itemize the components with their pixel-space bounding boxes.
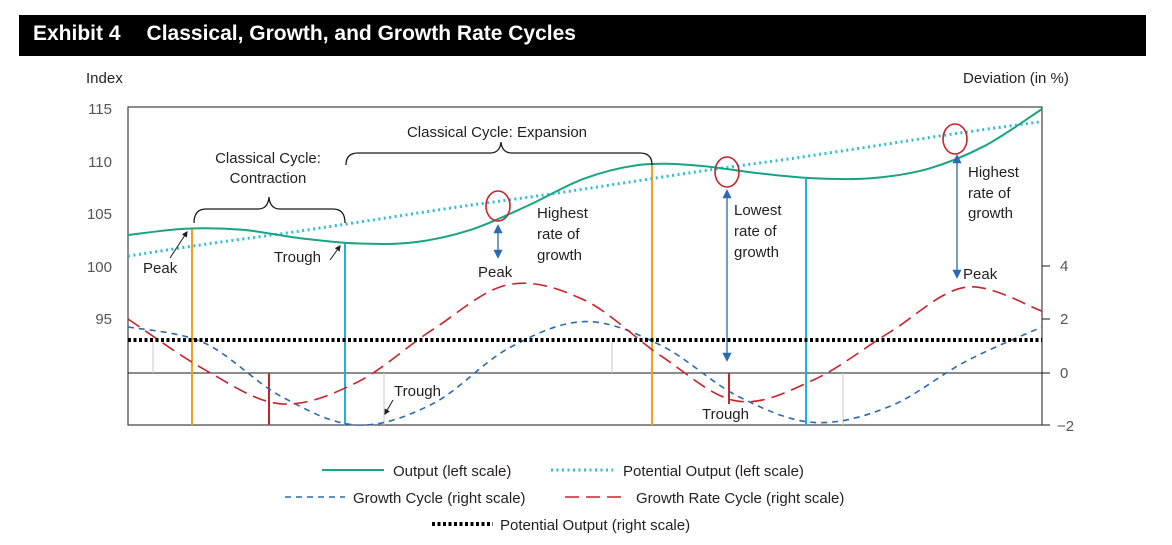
left-tick-label: 105: [87, 206, 112, 223]
peak-label-left: Peak: [143, 260, 178, 277]
exhibit-title: Classical, Growth, and Growth Rate Cycle…: [146, 22, 576, 45]
expansion-brace: [345, 141, 653, 166]
highest-growth-1-line3: growth: [537, 247, 582, 264]
trough-label-left: Trough: [274, 249, 321, 266]
right-axis-ticks: 4 2 0 −2: [1042, 258, 1074, 435]
highest-growth-1-line2: rate of: [537, 226, 580, 243]
legend-label-growth-rate-cycle: Growth Rate Cycle (right scale): [636, 490, 844, 507]
trough-pointer-arrow: [329, 245, 341, 261]
growth-cycle-line: [127, 320, 1043, 426]
left-tick-label: 115: [88, 101, 112, 118]
contraction-brace: [193, 196, 346, 224]
contraction-label-line1: Classical Cycle:: [215, 150, 321, 167]
exhibit-heading: Exhibit 4 Classical, Growth, and Growth R…: [33, 22, 576, 46]
left-tick-label: 110: [88, 154, 112, 171]
peak-label-mid: Peak: [478, 264, 513, 281]
right-tick-label: 2: [1060, 311, 1068, 328]
potential-output-left-line: [127, 120, 1043, 258]
lowest-growth-line2: rate of: [734, 223, 777, 240]
left-tick-label: 100: [87, 259, 112, 276]
highest-growth-1-line1: Highest: [537, 205, 589, 222]
right-axis-title: Deviation (in %): [963, 70, 1069, 87]
legend-label-growth-cycle: Growth Cycle (right scale): [353, 490, 526, 507]
legend-label-output: Output (left scale): [393, 463, 511, 480]
highest-growth-circle-2: [942, 123, 968, 155]
left-axis-ticks: 115 110 105 100 95: [87, 101, 112, 328]
legend: Output (left scale) Potential Output (le…: [285, 463, 844, 534]
highest-growth-2-line2: rate of: [968, 185, 1011, 202]
highest-growth-2-line3: growth: [968, 205, 1013, 222]
left-tick-label: 95: [95, 311, 112, 328]
annotations: Classical Cycle: Contraction Classical C…: [143, 124, 1020, 423]
contraction-label-line2: Contraction: [230, 170, 307, 187]
peak-pointer-arrow: [169, 230, 188, 259]
output-line: [127, 108, 1043, 245]
highest-growth-circle-1: [485, 190, 511, 222]
left-axis-title: Index: [86, 70, 123, 87]
lowest-growth-line1: Lowest: [734, 202, 782, 219]
trough-label-lower-2: Trough: [702, 406, 749, 423]
peak-label-right: Peak: [963, 266, 998, 283]
lower-trough-pointer-arrow: [384, 399, 394, 416]
lowest-growth-circle: [714, 156, 740, 188]
legend-label-potential-right: Potential Output (right scale): [500, 517, 690, 534]
right-tick-label: 0: [1060, 365, 1068, 382]
exhibit-banner: Exhibit 4 Classical, Growth, and Growth R…: [19, 15, 1146, 56]
expansion-label: Classical Cycle: Expansion: [407, 124, 587, 141]
highest-growth-2-line1: Highest: [968, 164, 1020, 181]
trough-label-lower-1: Trough: [394, 383, 441, 400]
exhibit-label: Exhibit 4: [33, 22, 121, 45]
right-tick-label: −2: [1057, 418, 1074, 435]
lowest-growth-line3: growth: [734, 244, 779, 261]
right-tick-label: 4: [1060, 258, 1068, 275]
legend-label-potential-left: Potential Output (left scale): [623, 463, 804, 480]
growth-rate-cycle-line: [127, 282, 1043, 405]
